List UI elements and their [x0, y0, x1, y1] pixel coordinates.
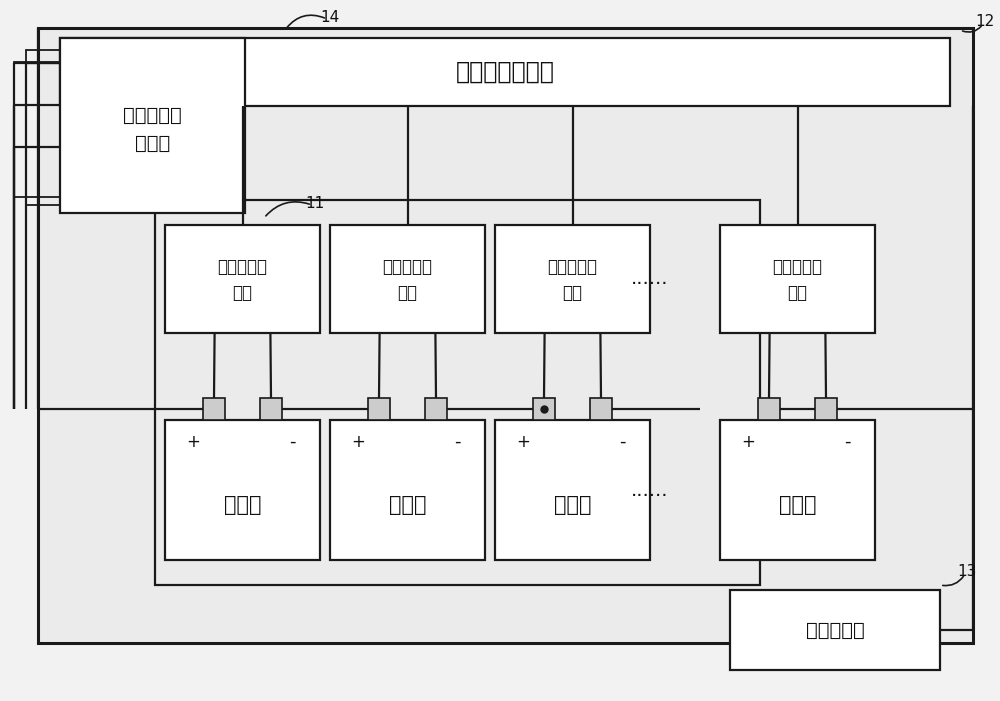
Text: 蓄电池: 蓄电池 [389, 495, 426, 515]
Text: 入模块: 入模块 [135, 134, 170, 153]
Text: 蓄电池监测中心: 蓄电池监测中心 [456, 60, 554, 84]
Text: +: + [186, 433, 200, 451]
Text: -: - [289, 433, 295, 451]
Text: 蓄电池: 蓄电池 [224, 495, 261, 515]
Text: -: - [454, 433, 460, 451]
Text: 14: 14 [320, 11, 340, 25]
Text: 蓄电池监测: 蓄电池监测 [382, 258, 432, 276]
Text: 终端: 终端 [398, 284, 418, 302]
Bar [330, 420, 485, 560]
Text: 终端: 终端 [562, 284, 582, 302]
Text: 终端: 终端 [232, 284, 252, 302]
Bar [533, 398, 555, 420]
Text: 12: 12 [975, 15, 995, 29]
Bar [38, 28, 973, 643]
Text: 蓄电池监测: 蓄电池监测 [218, 258, 268, 276]
Bar [155, 200, 760, 585]
Text: -: - [619, 433, 625, 451]
Bar [730, 590, 940, 670]
Bar [758, 398, 780, 420]
Text: 蓄电池: 蓄电池 [554, 495, 591, 515]
Bar [720, 225, 875, 333]
Text: 蓄电池监测: 蓄电池监测 [548, 258, 598, 276]
Bar [26, 50, 221, 205]
Bar [495, 225, 650, 333]
Text: +: + [741, 433, 755, 451]
Text: ......: ...... [631, 269, 669, 289]
Bar [495, 420, 650, 560]
Text: 蓄电池: 蓄电池 [779, 495, 816, 515]
Bar [368, 398, 390, 420]
Bar [60, 38, 950, 106]
Bar [14, 62, 219, 197]
Text: +: + [516, 433, 530, 451]
Bar [425, 398, 447, 420]
Bar [60, 38, 245, 213]
Bar [590, 398, 612, 420]
Bar [165, 420, 320, 560]
Bar [330, 225, 485, 333]
Bar [203, 398, 225, 420]
Text: 终端: 终端 [788, 284, 808, 302]
Text: ......: ...... [631, 480, 669, 500]
Text: 11: 11 [305, 196, 325, 210]
Text: 电流传感器: 电流传感器 [806, 620, 864, 639]
Text: 纹波信号注: 纹波信号注 [123, 106, 182, 125]
Bar [720, 420, 875, 560]
Bar [260, 398, 282, 420]
Text: -: - [844, 433, 850, 451]
Text: 13: 13 [957, 564, 977, 580]
Bar [815, 398, 837, 420]
Text: +: + [351, 433, 365, 451]
Bar [165, 225, 320, 333]
Text: 蓄电池监测: 蓄电池监测 [772, 258, 822, 276]
